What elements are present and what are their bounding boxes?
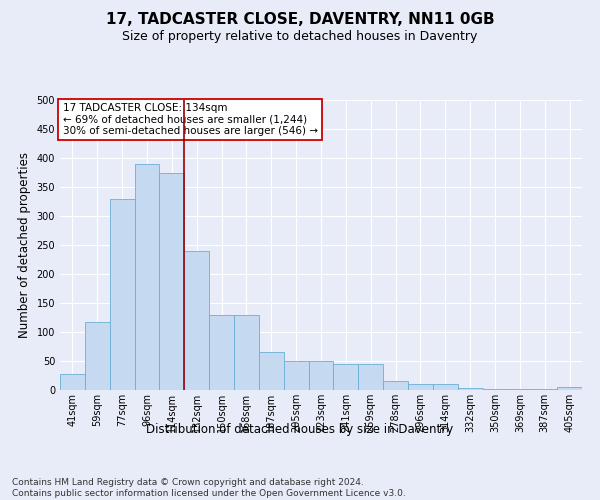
Bar (259, 352, 284, 390)
Bar (433, 384, 458, 390)
Bar (557, 386, 582, 390)
Bar (184, 251, 209, 390)
Text: 17, TADCASTER CLOSE, DAVENTRY, NN11 0GB: 17, TADCASTER CLOSE, DAVENTRY, NN11 0GB (106, 12, 494, 28)
Bar (383, 382, 408, 390)
Y-axis label: Number of detached properties: Number of detached properties (18, 152, 31, 338)
Bar (408, 384, 433, 390)
Text: Size of property relative to detached houses in Daventry: Size of property relative to detached ho… (122, 30, 478, 43)
Bar (458, 388, 482, 390)
Bar (209, 314, 234, 390)
Bar (60, 374, 85, 390)
Bar (334, 364, 358, 390)
Text: Contains HM Land Registry data © Crown copyright and database right 2024.
Contai: Contains HM Land Registry data © Crown c… (12, 478, 406, 498)
Text: 17 TADCASTER CLOSE: 134sqm
← 69% of detached houses are smaller (1,244)
30% of s: 17 TADCASTER CLOSE: 134sqm ← 69% of deta… (62, 103, 317, 136)
Bar (110, 198, 134, 390)
Bar (482, 389, 508, 390)
Bar (358, 364, 383, 390)
Bar (234, 314, 259, 390)
Bar (85, 322, 110, 390)
Bar (160, 172, 184, 390)
Bar (284, 361, 308, 390)
Bar (308, 361, 334, 390)
Bar (134, 164, 160, 390)
Text: Distribution of detached houses by size in Daventry: Distribution of detached houses by size … (146, 422, 454, 436)
